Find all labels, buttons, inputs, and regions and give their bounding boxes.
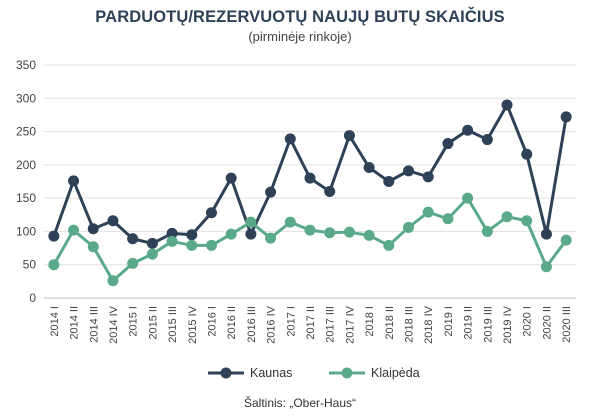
x-tick-label: 2015 IV — [187, 305, 199, 344]
x-tick-label: 2017 II — [305, 306, 317, 340]
data-point — [442, 138, 454, 150]
data-point — [383, 239, 395, 251]
data-point — [343, 226, 355, 238]
data-point — [324, 227, 336, 239]
x-tick-label: 2016 II — [226, 306, 238, 340]
x-tick-label: 2018 II — [384, 306, 396, 340]
data-point — [403, 221, 415, 233]
y-tick-label: 250 — [16, 125, 36, 139]
data-point — [540, 228, 552, 240]
legend-marker — [220, 367, 232, 379]
x-tick-label: 2020 III — [561, 306, 573, 343]
data-point — [87, 241, 99, 253]
data-point — [481, 134, 493, 146]
data-point — [225, 172, 237, 184]
y-tick-label: 50 — [23, 258, 37, 272]
data-point — [146, 248, 158, 260]
data-point — [205, 207, 217, 219]
data-point — [521, 148, 533, 160]
data-point — [127, 233, 139, 245]
x-tick-label: 2020 II — [541, 306, 553, 340]
data-point — [304, 172, 316, 184]
data-point — [363, 229, 375, 241]
y-tick-label: 200 — [16, 158, 36, 172]
x-tick-label: 2020 I — [522, 306, 534, 337]
data-point — [265, 232, 277, 244]
y-tick-label: 150 — [16, 191, 36, 205]
x-tick-label: 2018 I — [364, 306, 376, 337]
y-tick-label: 0 — [29, 291, 36, 305]
data-point — [166, 235, 178, 247]
data-point — [343, 130, 355, 142]
data-point — [245, 216, 257, 228]
x-tick-label: 2017 III — [325, 306, 337, 343]
x-tick-label: 2016 I — [206, 306, 218, 337]
x-tick-label: 2014 IV — [108, 305, 120, 344]
x-tick-label: 2019 II — [463, 306, 475, 340]
x-tick-label: 2014 III — [88, 306, 100, 343]
data-point — [146, 237, 158, 249]
legend-marker — [341, 367, 353, 379]
data-point — [87, 223, 99, 235]
y-tick-label: 350 — [16, 58, 36, 72]
data-point — [284, 133, 296, 145]
chart-title: PARDUOTŲ/REZERVUOTŲ NAUJŲ BUTŲ SKAIČIUS — [95, 8, 505, 26]
chart-subtitle: (pirminėje rinkoje) — [248, 29, 352, 44]
data-point — [48, 230, 60, 242]
x-tick-label: 2015 III — [167, 306, 179, 343]
data-point — [284, 216, 296, 228]
data-point — [324, 185, 336, 197]
x-tick-label: 2014 I — [49, 306, 61, 337]
data-point — [462, 192, 474, 204]
data-point — [521, 215, 533, 227]
x-tick-label: 2019 I — [443, 306, 455, 337]
y-tick-label: 300 — [16, 91, 36, 105]
x-tick-label: 2018 IV — [423, 305, 435, 344]
data-point — [205, 239, 217, 251]
data-point — [107, 275, 119, 287]
data-point — [501, 99, 513, 111]
x-tick-label: 2017 IV — [344, 305, 356, 344]
data-point — [48, 259, 60, 271]
data-point — [540, 261, 552, 273]
data-point — [166, 227, 178, 239]
data-point — [186, 229, 198, 241]
data-point — [107, 215, 119, 227]
data-point — [186, 239, 198, 251]
x-tick-label: 2019 IV — [502, 305, 514, 344]
x-tick-label: 2018 III — [404, 306, 416, 343]
legend-label: Kaunas — [250, 366, 292, 380]
x-tick-label: 2015 II — [147, 306, 159, 340]
data-point — [383, 176, 395, 187]
data-point — [68, 175, 80, 187]
data-point — [442, 213, 454, 225]
data-point — [560, 111, 572, 123]
data-point — [225, 228, 237, 240]
data-point — [560, 234, 572, 246]
data-point — [265, 186, 277, 198]
x-tick-label: 2015 I — [128, 306, 140, 337]
data-point — [304, 224, 316, 236]
data-point — [403, 165, 415, 177]
data-point — [127, 257, 139, 269]
data-point — [501, 211, 513, 223]
data-point — [422, 171, 434, 183]
source-note: Šaltinis: „Ober-Haus“ — [243, 396, 357, 410]
data-point — [462, 124, 474, 136]
legend-label: Klaipėda — [371, 366, 420, 380]
data-point — [245, 228, 257, 240]
x-tick-label: 2016 IV — [266, 305, 278, 344]
data-point — [422, 206, 434, 218]
data-point — [481, 225, 493, 237]
x-tick-label: 2016 III — [246, 306, 258, 343]
x-tick-label: 2014 II — [69, 306, 81, 340]
data-point — [363, 162, 375, 174]
x-tick-label: 2017 I — [285, 306, 297, 337]
y-tick-label: 100 — [16, 224, 36, 238]
data-point — [68, 224, 80, 236]
x-tick-label: 2019 III — [482, 306, 494, 343]
